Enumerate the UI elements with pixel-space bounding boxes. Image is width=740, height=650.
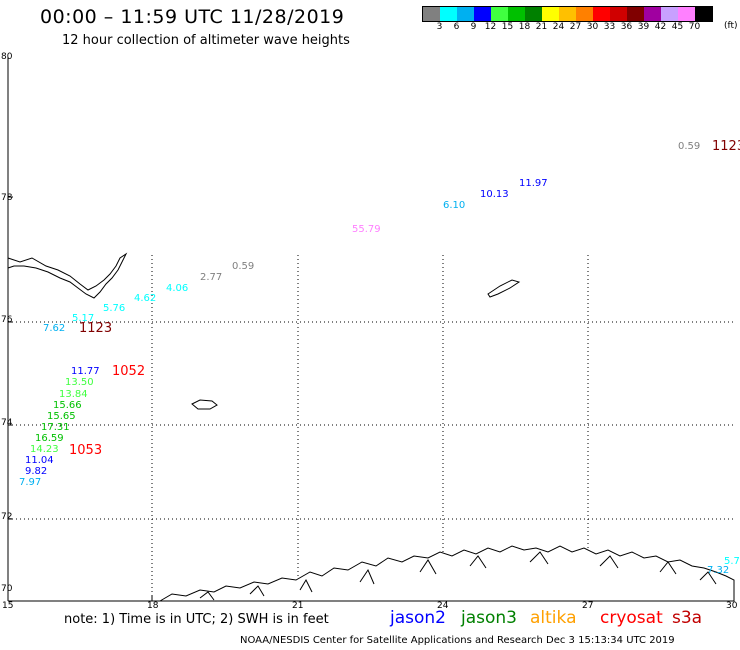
legend-swatch — [678, 7, 695, 21]
lon-label: 15 — [2, 601, 14, 611]
legend-color-bar — [422, 6, 713, 22]
legend-ticks: 3 6 9 12 15 18 21 24 27 30 33 36 39 42 45 70 — [431, 22, 713, 32]
norway-coastline — [158, 545, 735, 602]
lon-label: 30 — [726, 601, 738, 611]
pass-time-label: 1052 — [112, 364, 146, 379]
wave-height-value: 0.59 — [232, 261, 255, 272]
wave-height-value: 10.13 — [480, 189, 509, 200]
pass-time-label: 1123 — [712, 139, 740, 154]
lat-label: 72 — [1, 512, 13, 522]
note-text: note: 1) Time is in UTC; 2) SWH is in fe… — [64, 612, 329, 627]
legend-swatch — [644, 7, 661, 21]
pass-time-label: 1053 — [69, 443, 103, 458]
legend-tick-label: 70 — [688, 22, 701, 32]
legend-swatch — [491, 7, 508, 21]
legend-tick-label: 3 — [436, 22, 443, 32]
legend-unit: (ft) — [724, 21, 738, 31]
wave-height-value: 5.7 — [724, 556, 740, 567]
latitude-grid — [8, 321, 734, 520]
wave-height-value: 16.59 — [35, 433, 64, 444]
legend-swatch — [457, 7, 474, 21]
legend-swatch — [423, 7, 440, 21]
legend-tick-label: 45 — [671, 22, 684, 32]
lon-label: 24 — [437, 601, 449, 611]
wave-height-value: 7.32 — [707, 565, 730, 576]
wave-height-value: 14.23 — [30, 444, 59, 455]
pass-time-label: 1123 — [79, 321, 113, 336]
legend-swatch — [593, 7, 610, 21]
satellite-altika: altika — [530, 608, 577, 628]
lat-label: 80 — [1, 52, 13, 62]
legend-tick-label: 15 — [501, 22, 514, 32]
wave-height-value: 15.65 — [47, 411, 76, 422]
wave-height-value: 13.50 — [65, 377, 94, 388]
legend-tick-label: 39 — [637, 22, 650, 32]
legend-swatch — [627, 7, 644, 21]
wave-height-value: 5.76 — [103, 303, 126, 314]
lon-label: 21 — [292, 601, 304, 611]
color-legend: 3 6 9 12 15 18 21 24 27 30 33 36 39 42 45 70 (ft) — [422, 6, 738, 32]
legend-tick-label: 6 — [453, 22, 460, 32]
satellite-s3a: s3a — [672, 608, 703, 628]
lon-label: 27 — [582, 601, 594, 611]
map-subtitle: 12 hour collection of altimeter wave hei… — [62, 33, 350, 48]
wave-height-value: 7.62 — [43, 323, 66, 334]
norway-fjords — [199, 551, 717, 601]
legend-swatch — [525, 7, 542, 21]
wave-height-value: 9.82 — [25, 466, 48, 477]
satellite-cryosat: cryosat — [600, 608, 663, 628]
wave-height-value: 4.62 — [134, 293, 157, 304]
legend-tick-label: 9 — [470, 22, 477, 32]
legend-tick-label: 42 — [654, 22, 667, 32]
wave-height-value: 4.06 — [166, 283, 189, 294]
lat-label: 78 — [1, 193, 13, 203]
map-title: 00:00 – 11:59 UTC 11/28/2019 — [40, 6, 345, 28]
wave-height-value: 11.97 — [519, 178, 548, 189]
wave-height-value: 13.84 — [59, 389, 88, 400]
legend-swatch — [440, 7, 457, 21]
wave-height-value: 11.04 — [25, 455, 54, 466]
hopen-island — [487, 279, 521, 298]
svalbard-coastline — [7, 252, 128, 299]
wave-height-value: 17.31 — [41, 422, 70, 433]
wave-height-value: 11.77 — [71, 366, 100, 377]
legend-swatch — [661, 7, 678, 21]
wave-height-value: 6.10 — [443, 200, 466, 211]
lon-label: 18 — [147, 601, 159, 611]
longitude-grid — [151, 255, 589, 601]
wave-height-value: 7.97 — [19, 477, 42, 488]
legend-tick-label: 27 — [569, 22, 582, 32]
wave-height-value: 2.77 — [200, 272, 223, 283]
lat-label: 76 — [1, 315, 13, 325]
satellite-jason3: jason3 — [461, 608, 517, 628]
wave-height-value: 55.79 — [352, 224, 381, 235]
wave-height-value: 0.59 — [678, 141, 701, 152]
legend-tick-label: 30 — [586, 22, 599, 32]
legend-swatch — [542, 7, 559, 21]
satellite-jason2: jason2 — [390, 608, 446, 628]
legend-tick-label: 24 — [552, 22, 565, 32]
lat-label: 70 — [1, 584, 13, 594]
legend-tick-label: 33 — [603, 22, 616, 32]
footer-credit: NOAA/NESDIS Center for Satellite Applica… — [240, 635, 675, 646]
legend-swatch — [576, 7, 593, 21]
legend-swatch — [695, 7, 712, 21]
legend-swatch — [474, 7, 491, 21]
bear-island — [191, 399, 218, 410]
legend-tick-label: 18 — [518, 22, 531, 32]
legend-tick-label: 36 — [620, 22, 633, 32]
legend-tick-label: 21 — [535, 22, 548, 32]
legend-swatch — [610, 7, 627, 21]
legend-swatch — [508, 7, 525, 21]
wave-height-value: 15.66 — [53, 400, 82, 411]
legend-swatch — [559, 7, 576, 21]
wave-height-value: 5.17 — [72, 313, 95, 324]
lat-label: 74 — [1, 418, 13, 428]
legend-tick-label: 12 — [484, 22, 497, 32]
